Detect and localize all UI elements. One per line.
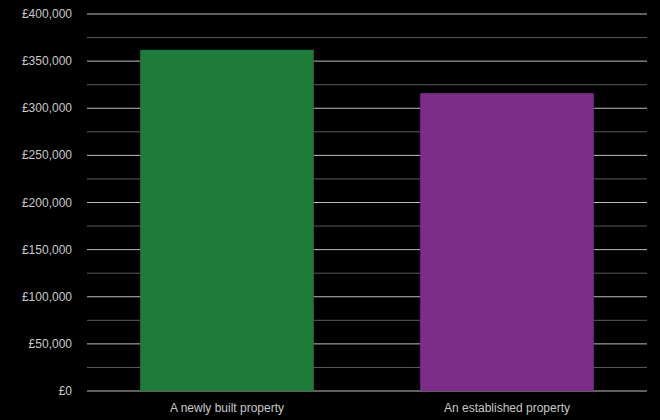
y-tick-label: £300,000 <box>22 101 72 115</box>
y-tick-label: £400,000 <box>22 7 72 21</box>
x-tick-label: An established property <box>444 401 570 415</box>
x-tick-label: A newly built property <box>170 401 284 415</box>
y-tick-label: £200,000 <box>22 196 72 210</box>
background <box>0 0 660 420</box>
bars <box>140 50 594 391</box>
chart-svg: £0 £50,000 £100,000 £150,000 £200,000 £250,00… <box>0 0 660 420</box>
bar <box>420 93 594 391</box>
bar <box>140 50 314 391</box>
minor-grid-line <box>87 37 647 38</box>
y-tick-label: £150,000 <box>22 243 72 257</box>
y-tick-label: £350,000 <box>22 54 72 68</box>
y-tick-label: £250,000 <box>22 148 72 162</box>
y-tick-label: £50,000 <box>29 337 73 351</box>
y-tick-label: £100,000 <box>22 290 72 304</box>
chart: £0 £50,000 £100,000 £150,000 £200,000 £250,00… <box>0 0 660 420</box>
grid-line <box>87 14 647 15</box>
y-tick-label: £0 <box>59 384 73 398</box>
